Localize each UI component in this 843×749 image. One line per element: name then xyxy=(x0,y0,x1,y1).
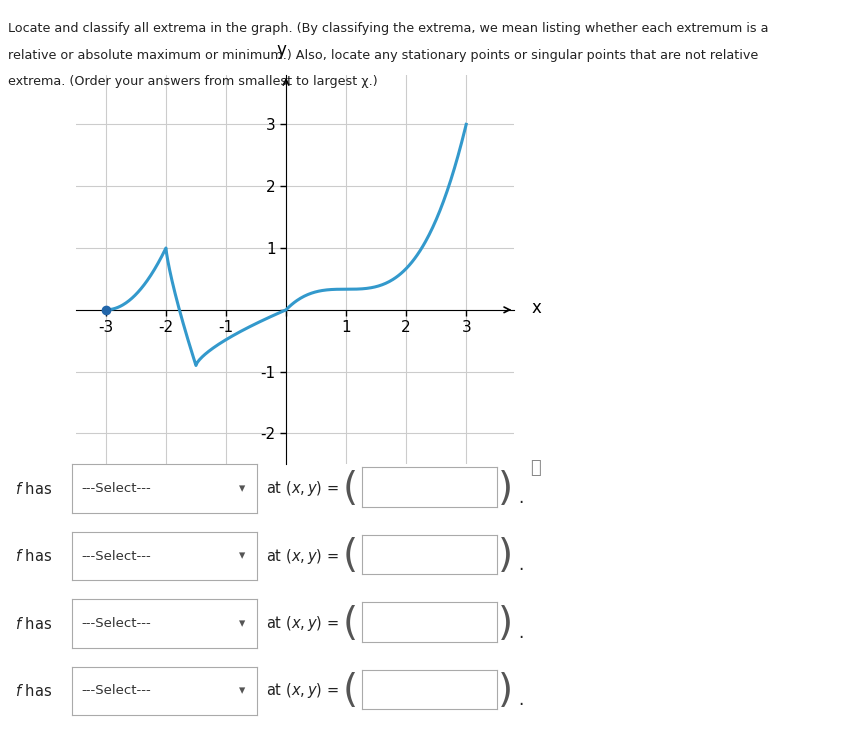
Text: .: . xyxy=(518,556,524,574)
Text: ▾: ▾ xyxy=(239,550,245,562)
Text: (: ( xyxy=(342,672,357,710)
Text: ▾: ▾ xyxy=(239,685,245,697)
Text: ▾: ▾ xyxy=(239,617,245,630)
Text: ▾: ▾ xyxy=(239,482,245,495)
Text: .: . xyxy=(518,691,524,709)
Text: $f$ has: $f$ has xyxy=(15,616,52,631)
X-axis label: x: x xyxy=(531,299,541,317)
Text: at $(x, y)$ =: at $(x, y)$ = xyxy=(266,479,338,498)
Text: Locate and classify all extrema in the graph. (By classifying the extrema, we me: Locate and classify all extrema in the g… xyxy=(8,22,769,35)
Text: at $(x, y)$ =: at $(x, y)$ = xyxy=(266,547,338,565)
Y-axis label: y: y xyxy=(277,41,286,59)
Text: at $(x, y)$ =: at $(x, y)$ = xyxy=(266,682,338,700)
Text: ---Select---: ---Select--- xyxy=(81,550,151,562)
Text: .: . xyxy=(518,488,524,507)
Text: ): ) xyxy=(498,537,513,575)
Text: ⓘ: ⓘ xyxy=(530,459,540,477)
Text: relative or absolute maximum or minimum.) Also, locate any stationary points or : relative or absolute maximum or minimum.… xyxy=(8,49,759,61)
Text: $f$ has: $f$ has xyxy=(15,683,52,699)
Text: ---Select---: ---Select--- xyxy=(81,482,151,495)
Text: ---Select---: ---Select--- xyxy=(81,685,151,697)
Text: ): ) xyxy=(498,470,513,508)
Text: at $(x, y)$ =: at $(x, y)$ = xyxy=(266,614,338,633)
Text: (: ( xyxy=(342,537,357,575)
Text: ): ) xyxy=(498,672,513,710)
Text: extrema. (Order your answers from smallest to largest χ.): extrema. (Order your answers from smalle… xyxy=(8,75,378,88)
Text: $f$ has: $f$ has xyxy=(15,548,52,564)
Text: $f$ has: $f$ has xyxy=(15,481,52,497)
Text: ---Select---: ---Select--- xyxy=(81,617,151,630)
Text: (: ( xyxy=(342,470,357,508)
Text: .: . xyxy=(518,623,524,642)
Text: ): ) xyxy=(498,604,513,643)
Text: (: ( xyxy=(342,604,357,643)
